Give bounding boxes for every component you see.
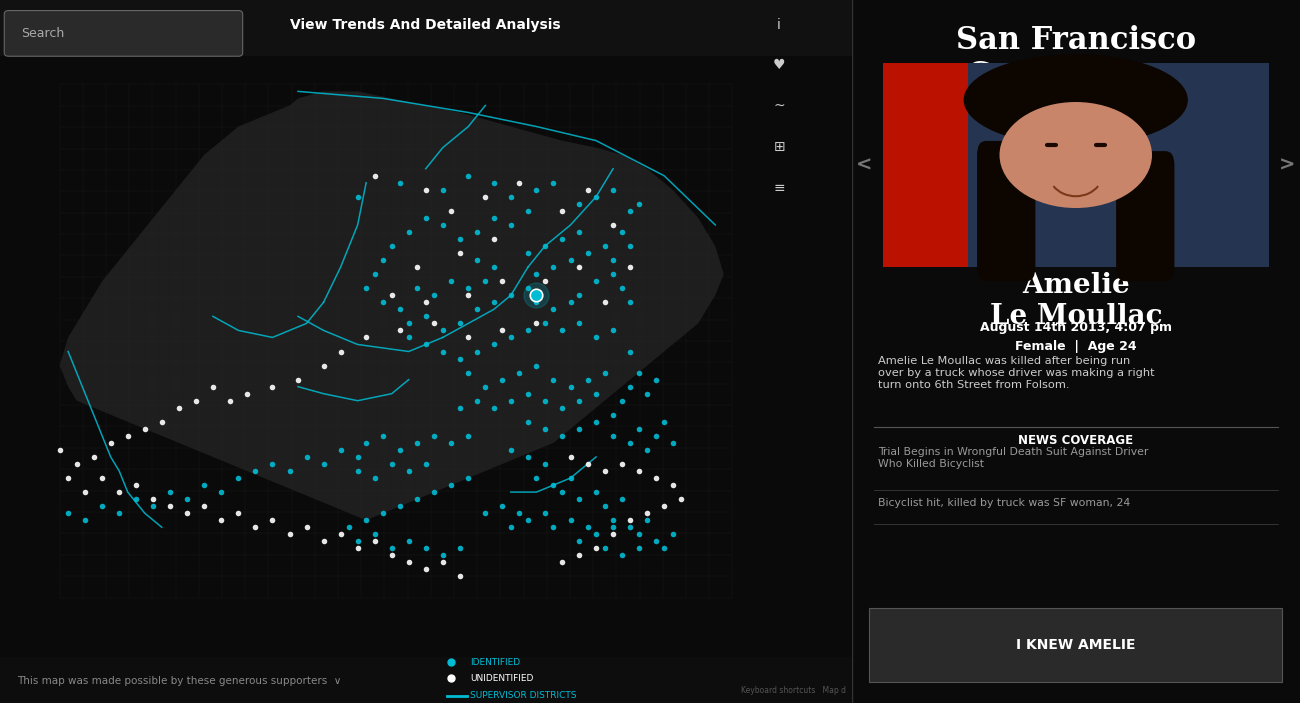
Text: Search: Search	[21, 27, 65, 40]
Text: Amelie
Le Moullac: Amelie Le Moullac	[989, 272, 1162, 330]
Text: Keyboard shortcuts   Map d: Keyboard shortcuts Map d	[741, 686, 846, 695]
Text: Trial Begins in Wrongful Death Suit Against Driver
Who Killed Bicyclist: Trial Begins in Wrongful Death Suit Agai…	[879, 447, 1149, 469]
FancyBboxPatch shape	[4, 11, 243, 56]
Text: UNIDENTIFIED: UNIDENTIFIED	[471, 674, 533, 683]
Text: <: <	[855, 155, 872, 175]
Bar	[967, 63, 1269, 267]
Text: View Trends And Detailed Analysis: View Trends And Detailed Analysis	[290, 18, 562, 32]
Text: I KNEW AMELIE: I KNEW AMELIE	[1017, 638, 1135, 652]
FancyBboxPatch shape	[978, 141, 1035, 281]
Text: ~: ~	[774, 99, 785, 113]
Text: Female  |  Age 24: Female | Age 24	[1015, 340, 1136, 352]
Text: IDENTIFIED: IDENTIFIED	[471, 658, 520, 666]
Polygon shape	[60, 91, 724, 520]
Text: NEWS COVERAGE: NEWS COVERAGE	[1018, 434, 1134, 446]
Bar	[883, 63, 967, 267]
FancyBboxPatch shape	[1117, 151, 1174, 281]
Text: ♥: ♥	[774, 58, 785, 72]
Bar	[0, 0, 852, 56]
Text: >: >	[1279, 155, 1296, 175]
Text: August 14th 2013, 4:07 pm: August 14th 2013, 4:07 pm	[980, 321, 1171, 334]
Text: Bicyclist hit, killed by truck was SF woman, 24: Bicyclist hit, killed by truck was SF wo…	[879, 498, 1131, 508]
Text: ≡: ≡	[774, 181, 785, 195]
Ellipse shape	[963, 54, 1188, 146]
FancyBboxPatch shape	[870, 608, 1282, 682]
Text: i: i	[777, 18, 781, 32]
Text: San Francisco
Car Violence: San Francisco Car Violence	[956, 25, 1196, 91]
Text: ⊞: ⊞	[774, 140, 785, 154]
Bar	[883, 63, 1269, 267]
Bar	[0, 657, 852, 703]
Text: SUPERVISOR DISTRICTS: SUPERVISOR DISTRICTS	[471, 692, 576, 700]
Text: This map was made possible by these generous supporters  ∨: This map was made possible by these gene…	[17, 676, 342, 685]
Text: Amelie Le Moullac was killed after being run
over by a truck whose driver was ma: Amelie Le Moullac was killed after being…	[879, 356, 1154, 389]
Ellipse shape	[1000, 102, 1152, 208]
